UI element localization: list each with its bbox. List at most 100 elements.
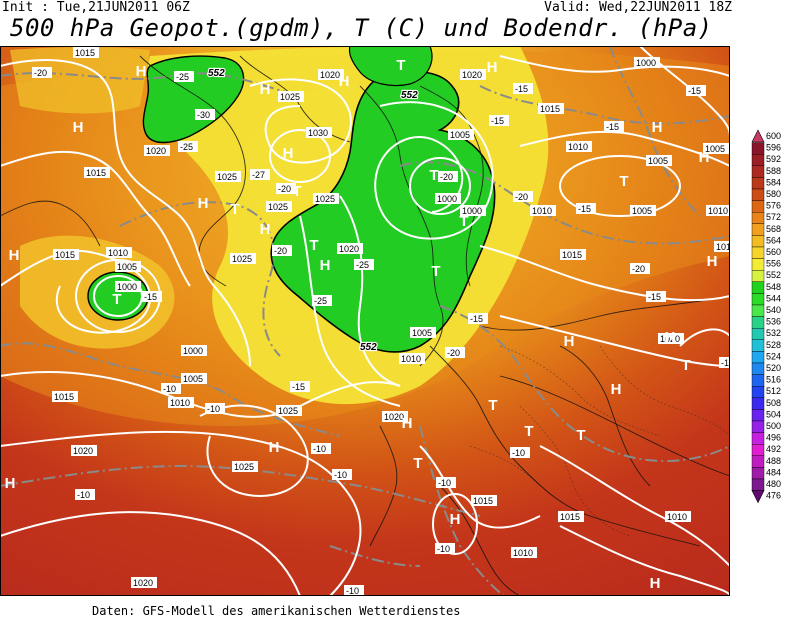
pressure-labels: 1015 1020 1020 1000 1025 1015 1030 1005 1010 1005… xyxy=(52,47,730,588)
low-pressure-center: T xyxy=(429,167,438,184)
pressure-label: 1015 xyxy=(73,47,99,58)
pressure-label-text: 1025 xyxy=(268,202,288,212)
legend-value: 476 xyxy=(766,491,781,501)
legend-swatch xyxy=(751,154,765,167)
legend-value: 592 xyxy=(766,154,781,164)
temperature-label: -20 xyxy=(272,245,292,256)
pressure-isobars xyxy=(0,46,730,596)
legend-swatch xyxy=(751,386,765,399)
low-pressure-center: T xyxy=(413,455,422,472)
pressure-label: 1025 xyxy=(278,91,304,102)
temperature-label-text: -10 xyxy=(346,586,359,596)
pressure-label-text: 1005 xyxy=(412,328,432,338)
pressure-label-text: 1000 xyxy=(117,282,137,292)
legend-swatch xyxy=(751,467,765,480)
pressure-label: 1020 xyxy=(71,445,97,456)
temperature-label-text: -15 xyxy=(144,292,157,302)
temperature-label: -10 xyxy=(205,403,225,414)
temperature-label-text: -25 xyxy=(180,142,193,152)
low-pressure-center: T xyxy=(112,291,121,308)
legend-swatch xyxy=(751,269,765,282)
temperature-label-text: -10 xyxy=(207,404,220,414)
legend-swatch xyxy=(751,362,765,375)
temperature-label-text: -25 xyxy=(314,296,327,306)
legend-value: 480 xyxy=(766,479,781,489)
low-pressure-center: T xyxy=(619,173,628,190)
legend-value: 492 xyxy=(766,444,781,454)
pressure-label: 1030 xyxy=(306,127,332,138)
pressure-label-text: 1015 xyxy=(54,392,74,402)
high-pressure-center: H xyxy=(260,221,271,238)
legend-swatch xyxy=(751,339,765,352)
low-pressure-center: T xyxy=(681,357,690,374)
temperature-label: -10 xyxy=(510,447,530,458)
pressure-label-text: 1005 xyxy=(632,206,652,216)
pressure-label-text: 1005 xyxy=(648,156,668,166)
geopotential-label: 552 xyxy=(401,90,418,101)
temperature-label: -25 xyxy=(354,259,374,270)
temperature-label: -15 xyxy=(576,203,596,214)
pressure-label-text: 1015 xyxy=(75,48,95,58)
high-pressure-center: H xyxy=(450,511,461,528)
pressure-label: 1005 xyxy=(703,143,729,154)
pressure-label-text: 1010 xyxy=(513,548,533,558)
temperature-label-text: -25 xyxy=(356,260,369,270)
green-trough-west xyxy=(142,55,245,144)
high-pressure-center: H xyxy=(564,333,575,350)
map-title: 500 hPa Geopot.(gpdm), T (C) und Bodendr… xyxy=(10,14,713,42)
pressure-label-text: 1010 xyxy=(108,248,128,258)
pressure-label: 1025 xyxy=(276,405,302,416)
temperature-label: -10 xyxy=(344,585,364,596)
temperature-label-text: -20 xyxy=(274,246,287,256)
low-pressure-center: T xyxy=(459,213,468,230)
pressure-label: 1020 xyxy=(318,69,344,80)
legend-swatch xyxy=(751,397,765,410)
pressure-label-text: 1010 xyxy=(401,354,421,364)
legend-swatch xyxy=(751,293,765,306)
pressure-label-text: 1010 xyxy=(708,206,728,216)
temperature-label: -15 xyxy=(468,313,488,324)
low-pressure-center: T xyxy=(488,397,497,414)
legend-value: 596 xyxy=(766,143,781,153)
temperature-label-text: -20 xyxy=(632,264,645,274)
pressure-label: 1015 xyxy=(84,167,110,178)
legend-swatch xyxy=(751,246,765,259)
pressure-label: 1025 xyxy=(232,461,258,472)
legend-swatch xyxy=(751,316,765,329)
legend-swatch xyxy=(751,327,765,340)
legend-value: 536 xyxy=(766,317,781,327)
temperature-label-text: -15 xyxy=(688,86,701,96)
legend-value: 528 xyxy=(766,340,781,350)
legend-value: 556 xyxy=(766,259,781,269)
pressure-label: 1015 xyxy=(471,495,497,506)
high-pressure-center: H xyxy=(487,59,498,76)
geopotential-label: 552 xyxy=(208,68,225,79)
legend-value: 500 xyxy=(766,421,781,431)
pressure-label-text: 1025 xyxy=(234,462,254,472)
pressure-label: 1020 xyxy=(460,69,486,80)
legend-value: 584 xyxy=(766,177,781,187)
high-pressure-center: H xyxy=(269,439,280,456)
pressure-label-text: 1020 xyxy=(133,578,153,588)
pressure-label: 1020 xyxy=(337,243,363,254)
temperature-label-text: -20 xyxy=(34,68,47,78)
legend-value: 580 xyxy=(766,189,781,199)
geopotential-labels: 552 552 552 xyxy=(207,67,419,354)
pressure-label: 1010 xyxy=(530,205,556,216)
legend-value: 564 xyxy=(766,235,781,245)
legend-value: 576 xyxy=(766,201,781,211)
pressure-label-text: 1025 xyxy=(315,194,335,204)
pressure-label-text: 1005 xyxy=(117,262,137,272)
high-pressure-center: H xyxy=(198,195,209,212)
pressure-label: 1020 xyxy=(382,411,408,422)
legend-arrow-top xyxy=(751,129,765,143)
legend-value: 544 xyxy=(766,293,781,303)
temperature-label: -15 xyxy=(604,121,624,132)
legend-value: 508 xyxy=(766,398,781,408)
pressure-label: 1005 xyxy=(115,261,141,272)
pressure-label: 1010 xyxy=(706,205,730,216)
pressure-label: 1000 xyxy=(115,281,141,292)
pressure-label: 1015 xyxy=(538,103,564,114)
pressure-label-text: 1015 xyxy=(562,250,582,260)
